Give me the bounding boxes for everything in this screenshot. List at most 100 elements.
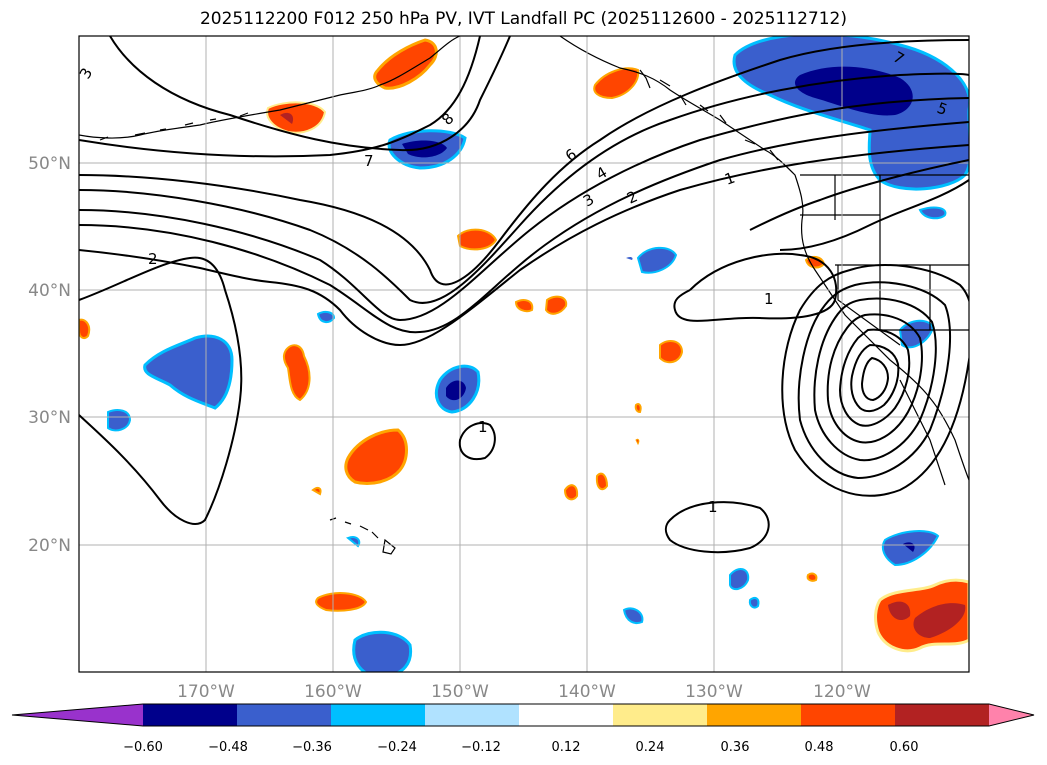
pv-negative-region — [622, 607, 644, 625]
contour-label: 1 — [764, 290, 774, 308]
contour-label: 2 — [148, 250, 158, 268]
colorbar-tick-label: 0.60 — [890, 740, 919, 755]
pv-positive-region — [806, 572, 818, 582]
gulf-alaska-coast — [559, 36, 969, 481]
colorbar-segment — [895, 704, 990, 726]
pv-negative-region — [107, 409, 132, 432]
contour-line — [79, 72, 969, 304]
colorbar-tick-label: −0.24 — [377, 740, 417, 755]
ivt-contour — [826, 313, 923, 444]
colorbar-tick-label: 0.12 — [552, 740, 581, 755]
pv-negative-region — [918, 206, 947, 220]
colorbar-segment — [613, 704, 708, 726]
colorbar-segment — [519, 704, 614, 726]
ivt-contour — [860, 356, 890, 402]
longitude-labels: 170°W 160°W 150°W 140°W 130°W 120°W — [177, 682, 871, 702]
pv-positive-region — [544, 295, 568, 315]
contour-line — [458, 422, 496, 460]
contour-line — [749, 159, 969, 231]
colorbar-segment — [707, 704, 802, 726]
colorbar-segment — [143, 704, 238, 726]
pv-strong-positive-region — [280, 112, 294, 124]
contour-line — [664, 501, 770, 554]
pv-strong-negative-region — [446, 380, 466, 401]
ivt-contour — [813, 297, 937, 462]
colorbar-extend-high — [989, 704, 1034, 726]
contour-line — [79, 121, 969, 334]
pv-positive-region — [344, 428, 408, 485]
lat-label: 30°N — [28, 408, 71, 428]
contour-line — [79, 97, 969, 322]
pv-positive-region — [79, 318, 91, 339]
colorbar-segment — [425, 704, 520, 726]
contour-line — [79, 36, 481, 158]
pv-negative-region — [143, 334, 234, 410]
pv-negative-region — [636, 246, 678, 274]
pv-negative-region — [352, 630, 413, 672]
pv-positive-region — [635, 438, 640, 446]
lon-label: 160°W — [304, 682, 362, 702]
pv-positive-region — [311, 486, 322, 496]
pv-strong-positive-region — [913, 603, 966, 638]
plot-frame — [78, 35, 970, 673]
pv-strong-positive-region — [888, 601, 911, 621]
ivt-contour — [850, 343, 900, 413]
pv-positive-region — [595, 472, 609, 491]
ivt-contour — [838, 328, 911, 427]
alaska-coast — [79, 36, 461, 139]
alaska-islands — [99, 112, 249, 141]
colorbar-tick-label: −0.48 — [208, 740, 248, 755]
colorbar-tick-label: 0.48 — [805, 740, 834, 755]
lon-label: 140°W — [558, 682, 616, 702]
pv-negative-region — [345, 536, 361, 548]
colorbar — [11, 703, 1035, 727]
colorbar-segment — [237, 704, 332, 726]
colorbar-tick-label: −0.12 — [461, 740, 501, 755]
colorbar-labels: −0.60 −0.48 −0.36 −0.24 −0.12 0.12 0.24 … — [123, 740, 918, 755]
baja-coast — [899, 379, 946, 486]
colorbar-extend-low — [12, 704, 143, 726]
pv-positive-region — [634, 403, 642, 414]
pv-positive-region — [563, 484, 579, 501]
lat-label: 20°N — [28, 536, 71, 556]
ivt-contour-outer — [781, 264, 969, 497]
pv-negative-region — [626, 256, 633, 260]
pv-positive-region — [514, 299, 534, 313]
lon-label: 120°W — [813, 682, 871, 702]
lat-label: 40°N — [28, 281, 71, 301]
contour-label: 7 — [364, 152, 374, 170]
contour-line — [79, 256, 243, 525]
lon-label: 130°W — [685, 682, 743, 702]
pv-negative-region — [316, 310, 336, 324]
contour-line — [79, 144, 969, 347]
colorbar-segment — [801, 704, 896, 726]
latitude-labels: 50°N 40°N 30°N 20°N — [28, 154, 71, 556]
colorbar-tick-label: 0.24 — [636, 740, 665, 755]
colorbar-tick-label: −0.60 — [123, 740, 163, 755]
lon-label: 150°W — [431, 682, 489, 702]
ivt-contour — [797, 281, 951, 480]
lon-label: 170°W — [177, 682, 235, 702]
contour-line — [109, 36, 511, 152]
pv-positive-region — [282, 344, 311, 402]
colorbar-tick-label: −0.36 — [292, 740, 332, 755]
colorbar-outline — [11, 703, 1035, 727]
colorbar-segment — [331, 704, 426, 726]
contour-line — [79, 39, 969, 286]
pv-contours — [79, 36, 969, 554]
contour-line — [779, 179, 969, 251]
pv-positive-region — [315, 592, 368, 612]
lat-label: 50°N — [28, 154, 71, 174]
contour-label: 1 — [478, 418, 488, 436]
pv-positive-region — [659, 339, 684, 364]
pv-positive-region — [593, 67, 640, 100]
pv-negative-region — [729, 568, 750, 591]
colorbar-tick-label: 0.36 — [721, 740, 750, 755]
contour-line — [673, 252, 838, 322]
map-title: 2025112200 F012 250 hPa PV, IVT Landfall… — [199, 9, 847, 29]
pv-negative-region — [748, 597, 760, 609]
pv-positive-region — [456, 228, 498, 251]
pv-positive-region — [373, 38, 438, 90]
gridlines — [79, 36, 969, 672]
